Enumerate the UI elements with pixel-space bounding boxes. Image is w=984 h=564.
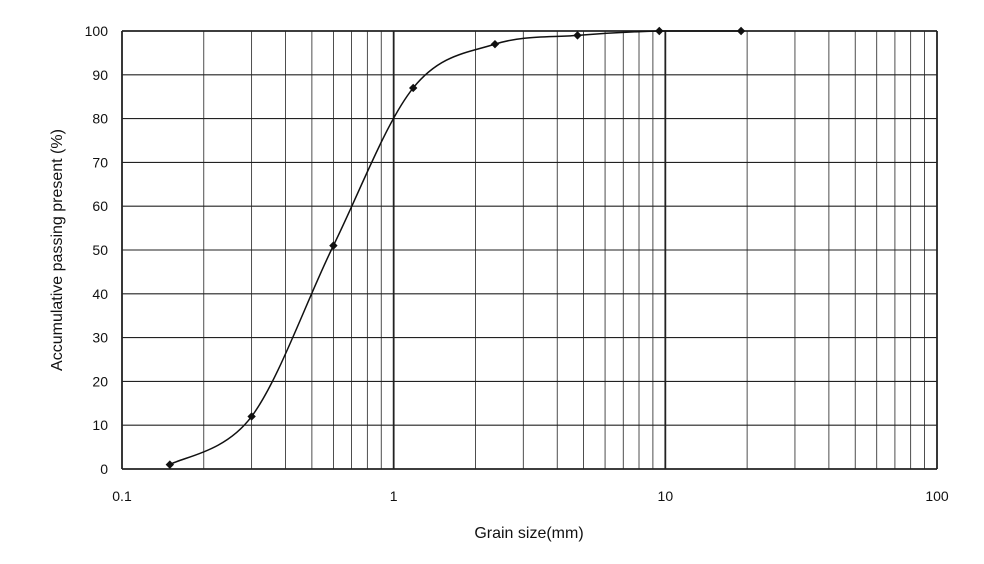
y-tick-label: 80: [92, 111, 108, 127]
y-tick-label: 40: [92, 286, 108, 302]
data-point-marker: [490, 39, 500, 49]
x-tick-label: 0.1: [112, 488, 132, 504]
markers-layer: [165, 26, 746, 469]
y-tick-label: 70: [92, 154, 108, 170]
data-point-marker: [655, 26, 664, 36]
data-point-marker: [165, 460, 175, 469]
y-tick-label: 100: [85, 23, 109, 39]
y-tick-label: 0: [100, 461, 108, 477]
grid: [121, 30, 938, 470]
data-point-marker: [573, 31, 582, 40]
data-point-marker: [329, 241, 338, 250]
curve-layer: [169, 30, 742, 466]
x-tick-label: 10: [658, 488, 674, 504]
y-tick-label: 90: [92, 67, 108, 83]
y-tick-label: 10: [92, 417, 108, 433]
series-line: [169, 30, 742, 466]
x-axis-label: Grain size(mm): [474, 525, 583, 542]
y-tick-label: 20: [92, 373, 108, 389]
y-tick-label: 30: [92, 330, 108, 346]
x-tick-label: 1: [390, 488, 398, 504]
x-tick-label: 100: [925, 488, 949, 504]
data-point-marker: [408, 83, 418, 93]
data-point-marker: [736, 26, 746, 36]
y-tick-label: 60: [92, 198, 108, 214]
y-axis-label: Accumulative passing present (%): [49, 129, 66, 371]
data-point-marker: [247, 412, 256, 421]
y-tick-label: 50: [92, 242, 108, 258]
tick-labels: 0 10 20 30 40 50 60 70 80 90 100 0.1 1 10 100: [85, 23, 949, 504]
